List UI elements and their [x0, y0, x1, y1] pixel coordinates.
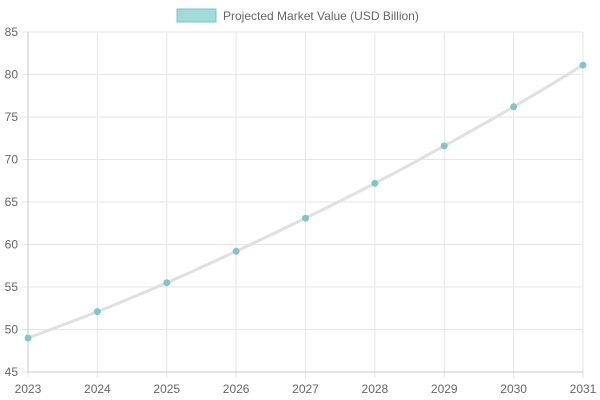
x-tick-label-2030: 2030	[500, 382, 527, 396]
axes	[27, 32, 583, 373]
x-tick-label-2024: 2024	[84, 382, 111, 396]
x-tick-label-2031: 2031	[570, 382, 597, 396]
y-tick-label-75: 75	[5, 110, 19, 124]
x-tick-labels: 2023 2024 2025 2026 2027 2028 2029 2030 2031	[15, 382, 597, 396]
y-tick-label-50: 50	[5, 323, 19, 337]
grid-lines	[22, 31, 584, 378]
legend-swatch[interactable]	[176, 8, 217, 23]
data-point-2028[interactable]	[371, 179, 379, 187]
y-tick-labels: 45 50 55 60 65 70 75 80 85	[5, 25, 19, 379]
y-tick-label-45: 45	[5, 365, 19, 379]
data-point-2030[interactable]	[510, 103, 518, 111]
y-tick-label-60: 60	[5, 238, 19, 252]
data-point-2027[interactable]	[302, 214, 309, 222]
x-tick-label-2025: 2025	[153, 382, 180, 396]
x-tick-label-2028: 2028	[362, 382, 389, 396]
data-point-2023[interactable]	[24, 334, 32, 342]
x-tick-label-2029: 2029	[431, 382, 458, 396]
x-tick-label-2027: 2027	[292, 382, 319, 396]
data-point-2026[interactable]	[232, 247, 240, 255]
y-tick-label-80: 80	[5, 68, 19, 82]
data-point-2025[interactable]	[163, 279, 171, 287]
legend[interactable]: Projected Market Value (USD Billion)	[176, 8, 419, 23]
data-point-2024[interactable]	[93, 308, 101, 316]
data-point-2031[interactable]	[579, 61, 587, 69]
series-market-value	[24, 61, 587, 342]
data-point-2029[interactable]	[440, 142, 448, 150]
y-tick-label-70: 70	[5, 153, 19, 167]
y-tick-label-65: 65	[5, 195, 19, 209]
x-tick-label-2023: 2023	[15, 382, 42, 396]
y-tick-label-55: 55	[5, 280, 19, 294]
legend-label[interactable]: Projected Market Value (USD Billion)	[223, 9, 419, 23]
y-tick-label-85: 85	[5, 25, 19, 39]
x-tick-label-2026: 2026	[223, 382, 250, 396]
